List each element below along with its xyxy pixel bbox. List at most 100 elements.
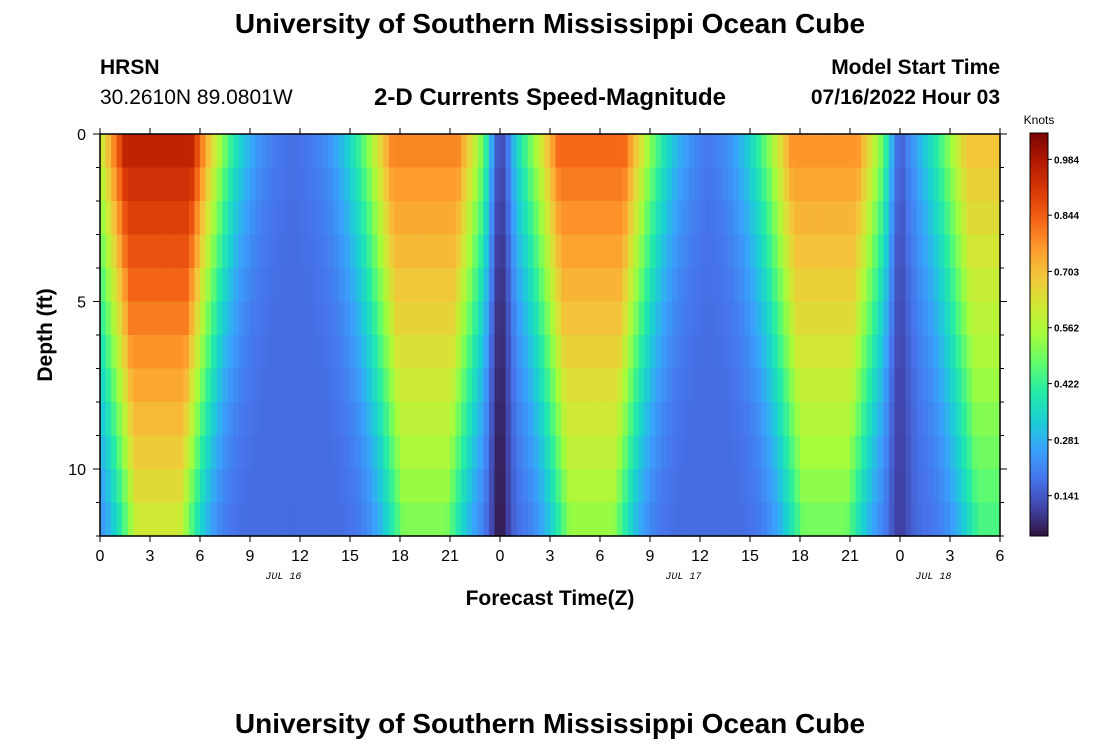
heatmap-cell: [938, 368, 946, 403]
heatmap-cell: [105, 435, 112, 470]
heatmap-cell: [650, 201, 657, 236]
x-tick-label: 21: [841, 548, 859, 565]
heatmap-cell: [511, 134, 518, 169]
heatmap-cell: [805, 335, 812, 370]
heatmap-cell: [322, 335, 329, 370]
heatmap-cell: [183, 201, 190, 236]
heatmap-cell: [616, 368, 623, 403]
heatmap-cell: [466, 502, 473, 537]
x-tick-label: 12: [291, 548, 309, 565]
heatmap-cell: [883, 435, 890, 470]
heatmap-cell: [433, 201, 440, 236]
heatmap-cell: [155, 435, 162, 470]
heatmap-cell: [811, 335, 818, 370]
x-axis-title: Forecast Time(Z): [466, 587, 635, 610]
heatmap-cell: [544, 134, 551, 169]
heatmap-cell: [283, 167, 290, 202]
heatmap-cell: [727, 402, 734, 437]
heatmap-cell: [733, 134, 740, 169]
heatmap-cell: [438, 234, 446, 269]
heatmap-cell: [155, 201, 162, 236]
heatmap-cell: [650, 502, 657, 537]
heatmap-cell: [405, 268, 412, 303]
heatmap-cell: [577, 301, 584, 336]
heatmap-cell: [122, 134, 129, 169]
heatmap-cell: [633, 502, 640, 537]
heatmap-cell: [627, 234, 634, 269]
heatmap-cell: [755, 234, 762, 269]
heatmap-cell: [466, 469, 473, 504]
heatmap-cell: [161, 402, 168, 437]
heatmap-cell: [594, 201, 601, 236]
heatmap-cell: [844, 469, 851, 504]
heatmap-cell: [850, 234, 857, 269]
heatmap-cell: [861, 268, 868, 303]
heatmap-cell: [938, 234, 946, 269]
heatmap-cell: [483, 201, 490, 236]
heatmap-cell: [727, 268, 734, 303]
heatmap-cell: [455, 335, 462, 370]
heatmap-cell: [944, 335, 951, 370]
heatmap-cell: [600, 201, 607, 236]
heatmap-cell: [800, 469, 807, 504]
heatmap-cell: [550, 469, 557, 504]
heatmap-cell: [800, 368, 807, 403]
x-tick-label: 15: [341, 548, 359, 565]
heatmap-cell: [427, 368, 434, 403]
heatmap-cell: [361, 268, 368, 303]
heatmap-cell: [588, 368, 596, 403]
heatmap-cell: [877, 469, 884, 504]
heatmap-cell: [633, 134, 640, 169]
heatmap-cell: [422, 234, 429, 269]
heatmap-cell: [222, 335, 229, 370]
heatmap-cell: [172, 435, 179, 470]
heatmap-cell: [700, 368, 707, 403]
heatmap-cell: [444, 402, 451, 437]
heatmap-cell: [677, 435, 684, 470]
heatmap-cell: [916, 134, 923, 169]
heatmap-cell: [738, 335, 746, 370]
heatmap-cell: [488, 368, 496, 403]
heatmap-cell: [961, 301, 968, 336]
heatmap-cell: [283, 368, 290, 403]
heatmap-cell: [300, 201, 307, 236]
heatmap-cell: [544, 402, 551, 437]
heatmap-cell: [738, 435, 746, 470]
heatmap-cell: [183, 469, 190, 504]
heatmap-cell: [216, 469, 223, 504]
heatmap-cell: [383, 268, 390, 303]
heatmap-cell: [705, 134, 712, 169]
heatmap-cell: [850, 201, 857, 236]
heatmap-cell: [938, 301, 946, 336]
heatmap-cell: [750, 335, 757, 370]
heatmap-cell: [588, 402, 596, 437]
heatmap-cell: [488, 435, 496, 470]
heatmap-cell: [555, 268, 562, 303]
heatmap-cell: [183, 368, 190, 403]
heatmap-cell: [888, 368, 896, 403]
heatmap-cell: [322, 268, 329, 303]
heatmap-cell: [938, 134, 946, 169]
heatmap-cell: [983, 234, 990, 269]
heatmap-cell: [577, 234, 584, 269]
heatmap-cell: [483, 335, 490, 370]
x-tick-label: 3: [946, 548, 955, 565]
heatmap-cell: [522, 435, 529, 470]
heatmap-cell: [138, 134, 146, 169]
heatmap-cell: [255, 268, 262, 303]
heatmap-cell: [633, 301, 640, 336]
heatmap-cell: [166, 268, 173, 303]
heatmap-cell: [483, 301, 490, 336]
heatmap-cell: [227, 469, 234, 504]
heatmap-cell: [694, 301, 701, 336]
heatmap-cell: [144, 368, 151, 403]
heatmap-cell: [800, 335, 807, 370]
heatmap-cell: [477, 268, 484, 303]
heatmap-cell: [772, 268, 779, 303]
heatmap-cell: [272, 134, 279, 169]
heatmap-cell: [950, 167, 957, 202]
heatmap-cell: [144, 234, 151, 269]
heatmap-cell: [322, 469, 329, 504]
heatmap-cell: [372, 435, 379, 470]
